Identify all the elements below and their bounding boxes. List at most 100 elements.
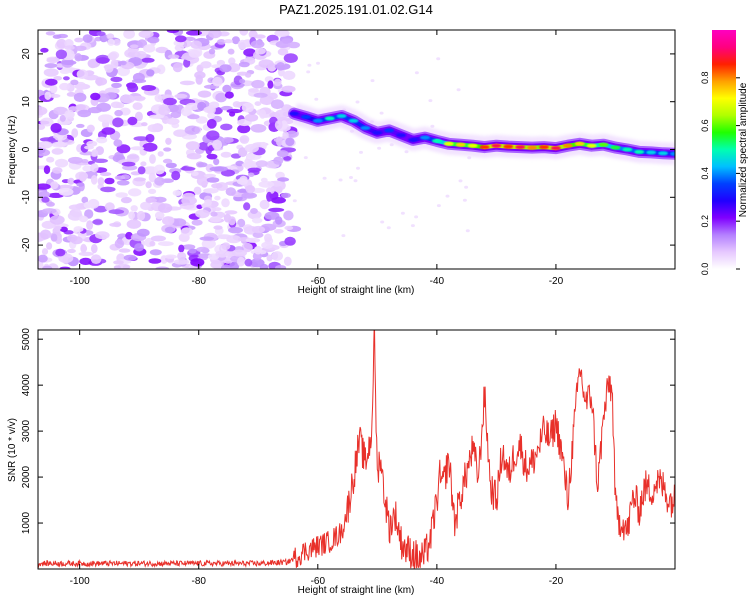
noise-blob	[171, 170, 181, 181]
noise-blob	[163, 97, 177, 106]
noise-blob	[95, 231, 110, 240]
noise-blob	[46, 156, 55, 163]
noise-blob	[70, 79, 79, 86]
noise-blob	[55, 158, 69, 168]
noise-blob	[267, 80, 274, 89]
noise-blob	[133, 177, 146, 182]
noise-blob	[273, 78, 282, 87]
noise-blob	[196, 176, 209, 187]
signal-peak	[539, 145, 549, 150]
noise-blob	[145, 181, 152, 189]
noise-blob	[141, 85, 157, 91]
noise-blob	[50, 181, 59, 190]
noise-blob	[187, 114, 200, 120]
colorbar-label: Normalized spectral amplitude	[738, 82, 749, 217]
noise-blob	[46, 242, 53, 250]
noise-blob	[141, 122, 148, 127]
noise-blob	[93, 158, 108, 163]
noise-blob	[229, 261, 240, 269]
noise-blob	[462, 198, 467, 202]
noise-blob	[303, 156, 308, 160]
noise-blob	[113, 265, 121, 269]
noise-blob	[59, 69, 70, 74]
noise-blob	[76, 182, 85, 187]
noise-blob	[46, 57, 60, 63]
noise-blob	[78, 215, 89, 223]
noise-blob	[436, 57, 441, 61]
noise-blob	[445, 194, 450, 198]
noise-blob	[82, 34, 93, 43]
noise-blob	[140, 161, 147, 167]
noise-blob	[400, 211, 405, 215]
noise-blob	[236, 178, 248, 185]
noise-blob	[229, 111, 236, 117]
noise-blob	[58, 187, 74, 196]
noise-blob	[212, 76, 223, 87]
noise-blob	[157, 203, 173, 214]
noise-blob	[121, 161, 136, 167]
y-tick-label: 0	[21, 146, 32, 152]
noise-blob	[50, 123, 62, 133]
noise-blob	[120, 196, 132, 204]
noise-blob	[52, 34, 62, 39]
noise-blob	[386, 226, 391, 230]
noise-blob	[141, 57, 155, 63]
x-tick-label: -100	[70, 276, 90, 287]
noise-blob	[268, 207, 285, 212]
noise-blob	[55, 142, 68, 147]
noise-blob	[91, 244, 98, 254]
signal-peak	[360, 126, 371, 130]
noise-blob	[96, 136, 108, 144]
noise-blob	[231, 36, 240, 45]
noise-blob	[39, 137, 56, 142]
noise-blob	[203, 106, 215, 114]
noise-blob	[70, 208, 82, 218]
noise-blob	[132, 72, 145, 83]
noise-blob	[428, 99, 433, 103]
noise-blob	[51, 148, 64, 155]
noise-blob	[98, 114, 114, 123]
noise-blob	[50, 233, 58, 242]
y-tick-label: 3000	[21, 420, 32, 443]
colorbar-gradient	[712, 30, 736, 269]
noise-blob	[245, 237, 261, 243]
noise-blob	[53, 76, 63, 81]
noise-blob	[284, 236, 296, 246]
signal-peak	[670, 151, 675, 156]
signal-peak	[503, 144, 514, 149]
noise-blob	[66, 92, 76, 97]
noise-blob	[191, 219, 203, 226]
noise-blob	[225, 187, 236, 196]
signal-peak	[324, 116, 335, 121]
noise-blob	[114, 109, 123, 117]
noise-blob	[115, 175, 126, 180]
noise-blob	[38, 183, 51, 190]
signal-peak	[408, 137, 419, 142]
noise-blob	[271, 251, 283, 261]
noise-blob	[377, 146, 382, 150]
noise-blob	[129, 44, 139, 49]
noise-blob	[220, 123, 233, 131]
noise-blob	[153, 196, 167, 203]
noise-blob	[132, 102, 143, 110]
noise-blob	[157, 151, 164, 157]
noise-blob	[43, 68, 59, 77]
noise-blob	[211, 183, 223, 189]
noise-blob	[237, 256, 245, 267]
noise-blob	[45, 78, 58, 86]
noise-blob	[276, 136, 283, 147]
snr-frame	[37, 329, 676, 570]
noise-blob	[221, 137, 234, 144]
noise-blob	[190, 258, 205, 267]
noise-blob	[215, 250, 229, 258]
noise-blob	[172, 190, 182, 196]
noise-blob	[177, 251, 187, 261]
noise-blob	[253, 245, 263, 255]
noise-blob	[274, 30, 290, 37]
signal-peak	[443, 141, 454, 146]
noise-blob	[210, 211, 218, 217]
noise-blob	[40, 47, 49, 53]
noise-blob	[126, 219, 142, 229]
noise-blob	[108, 209, 125, 215]
noise-blob	[142, 142, 158, 152]
